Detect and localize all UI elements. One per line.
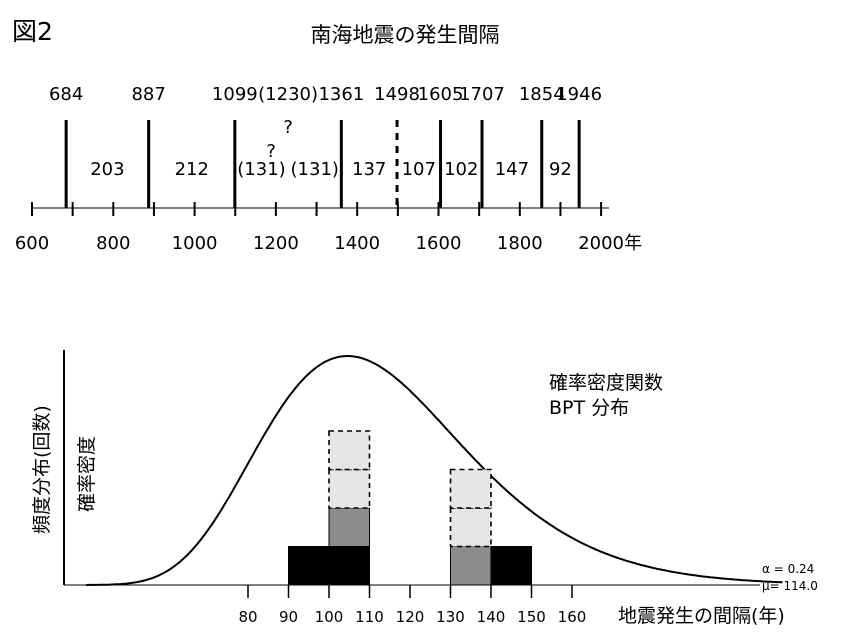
alpha-param: α = 0.24 <box>762 562 814 576</box>
interval-label: (131) <box>237 159 285 180</box>
event-year-label: 1361 <box>318 84 364 105</box>
interval-label: 212 <box>175 159 209 180</box>
bar-gray <box>328 507 370 547</box>
x-tick-label: 160 <box>558 608 587 626</box>
timeline-tick-label: 1000 <box>172 233 218 254</box>
bar-dashed <box>328 430 371 471</box>
y-axis-label-2: 確率密度 <box>76 436 98 512</box>
y-axis-label: 頻度分布(回数) <box>31 405 53 534</box>
mu-param: μ= 114.0 <box>762 579 818 593</box>
timeline-tick-label: 1600 <box>416 233 462 254</box>
x-tick-label: 110 <box>355 608 384 626</box>
event-year-label: 1707 <box>459 84 505 105</box>
bpt-density-curve <box>86 355 783 586</box>
event-year-label: (1230) <box>258 84 318 105</box>
timeline-tick-label: 1400 <box>334 233 380 254</box>
timeline-tick-label: 800 <box>96 233 130 254</box>
timeline-tick-label: 1200 <box>253 233 299 254</box>
interval-label: 92 <box>549 159 572 180</box>
bar-dashed <box>328 468 371 509</box>
timeline-tick-label: 2000 <box>578 233 624 254</box>
timeline-axis-unit: 年 <box>624 233 642 254</box>
x-tick-label: 140 <box>477 608 506 626</box>
interval-label: 147 <box>495 159 529 180</box>
bar-solid <box>328 546 370 586</box>
curve-label-line2: BPT 分布 <box>549 397 629 419</box>
bar-gray <box>450 546 492 586</box>
curve-label-line1: 確率密度関数 <box>549 372 663 394</box>
timeline-tick-label: 1800 <box>497 233 543 254</box>
histogram-chart: 80 90 100 110 120 130 140 150 160 <box>63 350 783 626</box>
bar-solid <box>288 546 330 586</box>
x-tick-label: 150 <box>517 608 546 626</box>
event-year-label: 1946 <box>556 84 602 105</box>
timeline-chart: 600 800 1000 1200 1400 1600 1800 2000 年 684 887 109… <box>15 84 642 254</box>
interval-label: (131) <box>291 159 339 180</box>
event-year-label: 887 <box>131 84 165 105</box>
timeline-title: 南海地震の発生間隔 <box>311 23 500 47</box>
event-year-label: 1099 <box>212 84 258 105</box>
event-year-label: 1605 <box>418 84 464 105</box>
uncertain-mark: ? <box>266 141 276 162</box>
interval-label: 203 <box>90 159 124 180</box>
figure-label: 図2 <box>12 17 53 46</box>
interval-label: 102 <box>444 159 478 180</box>
interval-label: 107 <box>402 159 436 180</box>
timeline-tick-label: 600 <box>15 233 49 254</box>
uncertain-mark: ? <box>283 117 293 138</box>
event-year-label: 1498 <box>374 84 420 105</box>
x-axis-label: 地震発生の間隔(年) <box>618 605 785 627</box>
x-tick-label: 130 <box>436 608 465 626</box>
bar-dashed <box>449 507 492 548</box>
x-tick-label: 100 <box>315 608 344 626</box>
x-tick-label: 80 <box>238 608 257 626</box>
interval-label: 137 <box>352 159 386 180</box>
bar-dashed <box>449 468 492 509</box>
event-year-label: 684 <box>49 84 83 105</box>
event-year-label: 1854 <box>519 84 565 105</box>
bar-solid <box>490 546 532 586</box>
x-tick-label: 90 <box>279 608 298 626</box>
x-tick-label: 120 <box>396 608 425 626</box>
